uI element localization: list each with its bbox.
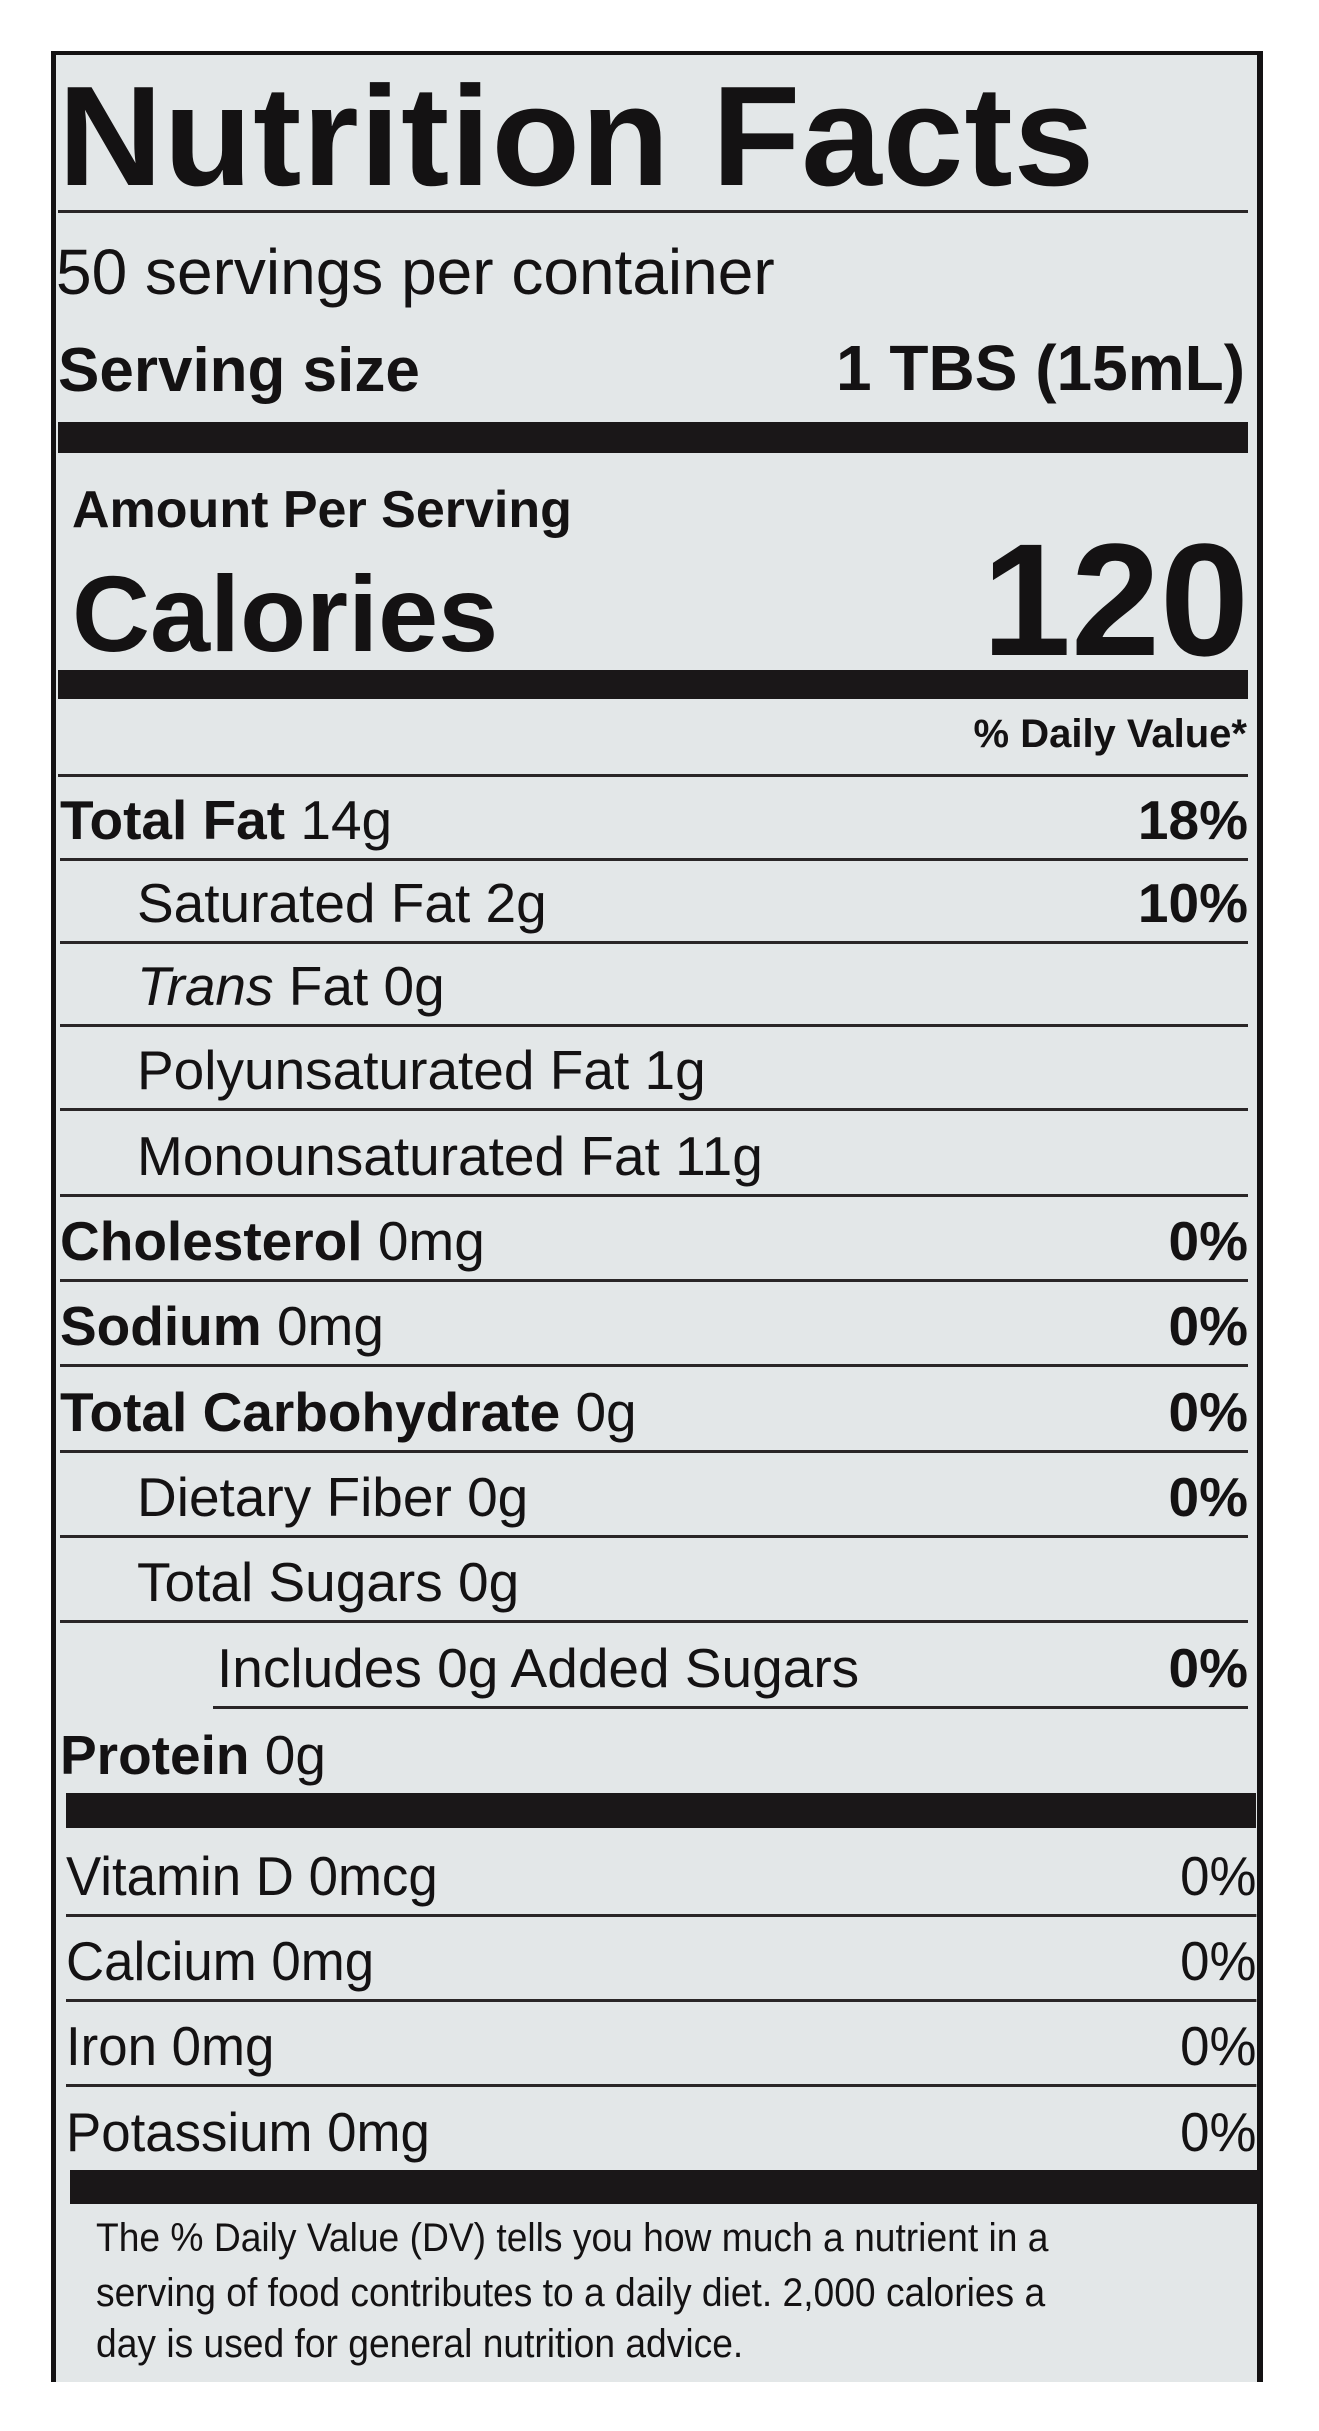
nutrient-name: Trans Fat 0g [60, 959, 445, 1014]
nutrient-row: Protein 0g [60, 1709, 1248, 1793]
vitamin-amount: 0mg [327, 2101, 430, 2163]
nutrient-amount: 0g [383, 955, 445, 1017]
serving-size-value: 1 TBS (15mL) [836, 332, 1245, 404]
divider-thin [58, 774, 1248, 777]
vitamin-amount: 0mg [271, 1930, 375, 1992]
nutrient-label: Protein [60, 1724, 250, 1786]
divider-thick [70, 2170, 1260, 2204]
vitamin-amount: 0mcg [308, 1845, 438, 1907]
footnote-line: The % Daily Value (DV) tells you how muc… [96, 2216, 1049, 2260]
nutrient-name: Total Sugars 0g [60, 1555, 519, 1610]
nutrient-label: Cholesterol [60, 1210, 363, 1272]
nutrient-row: Dietary Fiber 0g 0% [60, 1453, 1248, 1538]
amount-per-serving: Amount Per Serving [72, 481, 572, 539]
vitamin-row: Iron 0mg 0% [66, 2002, 1257, 2087]
nutrient-name: Protein 0g [60, 1728, 326, 1783]
nutrient-label: Saturated Fat [137, 872, 471, 934]
nutrient-row: Saturated Fat 2g 10% [60, 861, 1248, 944]
nutrient-label-suffix: Fat [288, 955, 369, 1017]
calories-label: Calories [72, 553, 499, 674]
divider-thick [58, 670, 1248, 699]
nutrient-name: Polyunsaturated Fat 1g [60, 1043, 706, 1098]
label-title: Nutrition Facts [58, 57, 1096, 216]
nutrient-row: Includes 0g Added Sugars 0% [213, 1623, 1248, 1709]
nutrient-name: Total Carbohydrate 0g [60, 1385, 637, 1440]
daily-value-percent: 10% [1137, 872, 1248, 934]
nutrient-row: Sodium 0mg 0% [60, 1282, 1248, 1367]
vitamin-row: Calcium 0mg 0% [66, 1917, 1257, 2002]
nutrient-row: Total Fat 14g 18% [60, 776, 1248, 861]
daily-value-percent: 0% [1168, 1466, 1249, 1528]
vitamin-name: Iron 0mg [66, 2019, 274, 2074]
nutrient-name: Includes 0g Added Sugars [213, 1641, 859, 1696]
nutrient-amount: 2g [485, 872, 547, 934]
servings-per-container: 50 servings per container [56, 236, 775, 308]
divider-thick [66, 1793, 1256, 1828]
nutrient-amount: 11g [675, 1125, 763, 1187]
serving-size-label: Serving size [58, 336, 420, 405]
nutrient-amount: 0mg [276, 1295, 384, 1357]
vitamin-name: Calcium 0mg [66, 1934, 374, 1989]
nutrient-name: Sodium 0mg [60, 1299, 384, 1354]
daily-value-percent: 0% [1168, 1381, 1249, 1443]
vitamin-row: Potassium 0mg 0% [66, 2087, 1256, 2170]
nutrient-name: Saturated Fat 2g [60, 876, 547, 931]
nutrient-name: Total Fat 14g [60, 793, 392, 848]
nutrient-name: Dietary Fiber 0g [60, 1470, 528, 1525]
nutrient-amount: 0mg [377, 1210, 485, 1272]
nutrient-name: Cholesterol 0mg [60, 1214, 485, 1269]
nutrient-label: Total Sugars [137, 1551, 443, 1613]
nutrient-label: Monounsaturated Fat [137, 1125, 660, 1187]
daily-value-header: % Daily Value* [973, 712, 1247, 756]
vitamin-row: Vitamin D 0mcg 0% [66, 1828, 1257, 1917]
nutrient-label: Dietary Fiber [137, 1466, 452, 1528]
nutrient-label: Sodium [60, 1295, 262, 1357]
daily-value-percent: 0% [1168, 1295, 1249, 1357]
nutrient-amount: 0g [264, 1724, 326, 1786]
nutrient-row: Total Sugars 0g [60, 1538, 1248, 1623]
nutrient-label: Total Fat [60, 789, 286, 851]
vitamin-name: Potassium 0mg [66, 2105, 430, 2160]
nutrient-amount: 0g [458, 1551, 520, 1613]
daily-value-percent: 18% [1137, 789, 1248, 851]
nutrient-label: Trans [137, 955, 274, 1017]
vitamin-label: Vitamin D [66, 1845, 294, 1907]
divider-thick [58, 422, 1248, 453]
daily-value-percent: 0% [1180, 1845, 1257, 1907]
daily-value-percent: 0% [1180, 2015, 1257, 2077]
nutrient-amount: 14g [300, 789, 393, 851]
calories-value: 120 [982, 510, 1249, 689]
nutrient-row: Trans Fat 0g [60, 944, 1248, 1027]
daily-value-percent: 0% [1180, 2101, 1257, 2163]
nutrient-amount: 0g [467, 1466, 529, 1528]
nutrient-amount: 1g [644, 1039, 706, 1101]
vitamin-label: Calcium [66, 1930, 257, 1992]
vitamin-amount: 0mg [171, 2015, 275, 2077]
daily-value-percent: 0% [1168, 1637, 1249, 1699]
nutrient-label: Includes 0g Added Sugars [217, 1637, 860, 1699]
daily-value-percent: 0% [1168, 1210, 1249, 1272]
nutrient-name: Monounsaturated Fat 11g [60, 1129, 763, 1184]
nutrient-amount: 0g [575, 1381, 637, 1443]
nutrient-label: Total Carbohydrate [60, 1381, 561, 1443]
daily-value-percent: 0% [1180, 1930, 1257, 1992]
vitamin-label: Iron [66, 2015, 157, 2077]
nutrient-label: Polyunsaturated Fat [137, 1039, 630, 1101]
nutrient-row: Total Carbohydrate 0g 0% [60, 1367, 1248, 1453]
footnote-line: serving of food contributes to a daily d… [96, 2271, 1046, 2315]
divider-thin [58, 210, 1248, 213]
vitamin-label: Potassium [66, 2101, 313, 2163]
nutrient-row: Polyunsaturated Fat 1g [60, 1027, 1248, 1111]
nutrient-row: Cholesterol 0mg 0% [60, 1197, 1248, 1282]
footnote-line: day is used for general nutrition advice… [96, 2322, 744, 2366]
nutrient-row: Monounsaturated Fat 11g [60, 1111, 1248, 1197]
vitamin-name: Vitamin D 0mcg [66, 1849, 438, 1904]
